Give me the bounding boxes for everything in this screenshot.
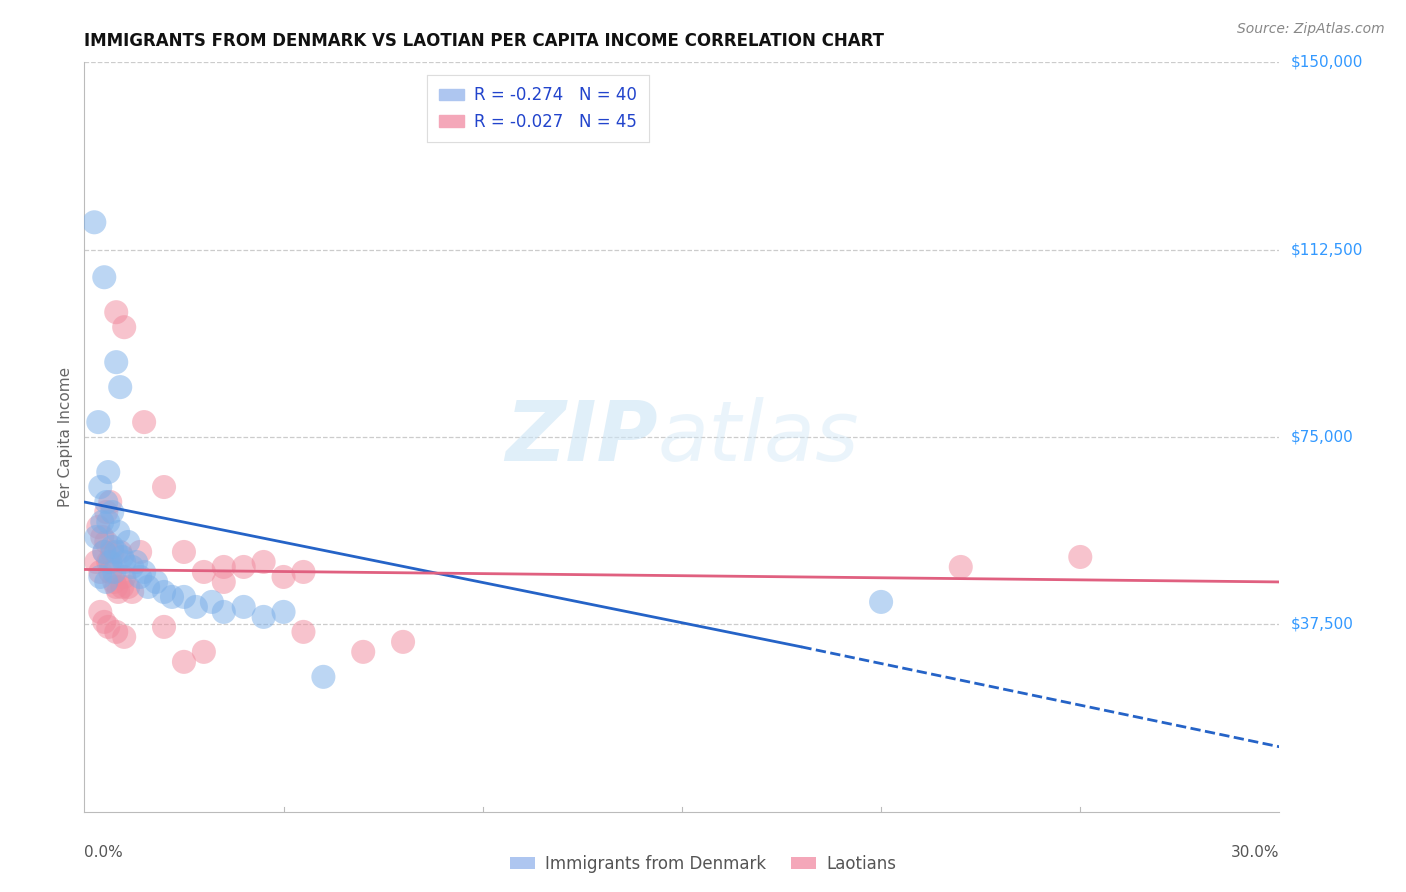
Point [112, 570, 135, 584]
Point [105, 580, 128, 594]
Point [136, 580, 159, 594]
Point [352, 645, 374, 659]
Point [96, 505, 118, 519]
Point [253, 610, 276, 624]
Point [112, 320, 135, 334]
Point [173, 545, 195, 559]
Point [96, 495, 118, 509]
Point [153, 480, 176, 494]
Point [173, 655, 195, 669]
Point [110, 380, 132, 394]
Point [97, 555, 120, 569]
Point [101, 540, 124, 554]
Point [97, 515, 120, 529]
Point [112, 630, 135, 644]
Text: $150,000: $150,000 [1291, 55, 1362, 70]
Point [312, 670, 335, 684]
Point [105, 355, 128, 369]
Point [870, 595, 893, 609]
Point [212, 574, 235, 589]
Y-axis label: Per Capita Income: Per Capita Income [58, 367, 73, 508]
Text: IMMIGRANTS FROM DENMARK VS LAOTIAN PER CAPITA INCOME CORRELATION CHART: IMMIGRANTS FROM DENMARK VS LAOTIAN PER C… [84, 32, 884, 50]
Point [111, 580, 134, 594]
Point [232, 560, 254, 574]
Point [212, 605, 235, 619]
Point [97, 465, 120, 479]
Point [96, 574, 118, 589]
Point [107, 524, 129, 539]
Point [292, 624, 315, 639]
Point [117, 580, 139, 594]
Point [184, 599, 207, 614]
Point [101, 505, 124, 519]
Point [121, 585, 143, 599]
Text: $75,000: $75,000 [1291, 430, 1354, 444]
Point [98, 565, 121, 579]
Point [105, 624, 128, 639]
Legend: R = -0.274   N = 40, R = -0.027   N = 45: R = -0.274 N = 40, R = -0.027 N = 45 [427, 75, 648, 142]
Point [89, 480, 111, 494]
Point [105, 305, 128, 319]
Point [201, 595, 224, 609]
Point [107, 585, 129, 599]
Point [153, 620, 176, 634]
Point [103, 574, 125, 589]
Point [91, 530, 114, 544]
Point [392, 635, 415, 649]
Point [153, 585, 176, 599]
Point [121, 560, 143, 574]
Point [105, 545, 128, 559]
Point [112, 555, 135, 569]
Point [86, 530, 108, 544]
Point [110, 545, 132, 559]
Point [1069, 549, 1091, 564]
Legend: Immigrants from Denmark, Laotians: Immigrants from Denmark, Laotians [503, 848, 903, 880]
Point [98, 495, 121, 509]
Point [89, 565, 111, 579]
Point [83, 215, 105, 229]
Point [86, 555, 108, 569]
Point [101, 545, 124, 559]
Point [125, 555, 148, 569]
Text: 0.0%: 0.0% [84, 846, 124, 861]
Text: $112,500: $112,500 [1291, 243, 1362, 257]
Point [96, 535, 118, 549]
Point [89, 605, 111, 619]
Point [117, 535, 139, 549]
Point [949, 560, 972, 574]
Point [93, 545, 115, 559]
Point [93, 270, 115, 285]
Point [93, 615, 115, 629]
Point [132, 565, 156, 579]
Point [89, 570, 111, 584]
Point [292, 565, 315, 579]
Point [97, 620, 120, 634]
Text: ZIP: ZIP [505, 397, 658, 477]
Point [193, 645, 215, 659]
Point [145, 574, 167, 589]
Point [212, 560, 235, 574]
Point [160, 590, 183, 604]
Point [103, 565, 125, 579]
Point [87, 415, 110, 429]
Point [273, 570, 295, 584]
Point [273, 605, 295, 619]
Text: $37,500: $37,500 [1291, 617, 1354, 632]
Point [87, 520, 110, 534]
Point [232, 599, 254, 614]
Point [98, 555, 121, 569]
Point [193, 565, 215, 579]
Point [111, 549, 134, 564]
Text: 30.0%: 30.0% [1232, 846, 1279, 861]
Point [91, 515, 114, 529]
Text: Source: ZipAtlas.com: Source: ZipAtlas.com [1237, 22, 1385, 37]
Point [253, 555, 276, 569]
Point [129, 545, 152, 559]
Text: atlas: atlas [658, 397, 859, 477]
Point [129, 570, 152, 584]
Point [132, 415, 156, 429]
Point [93, 545, 115, 559]
Point [173, 590, 195, 604]
